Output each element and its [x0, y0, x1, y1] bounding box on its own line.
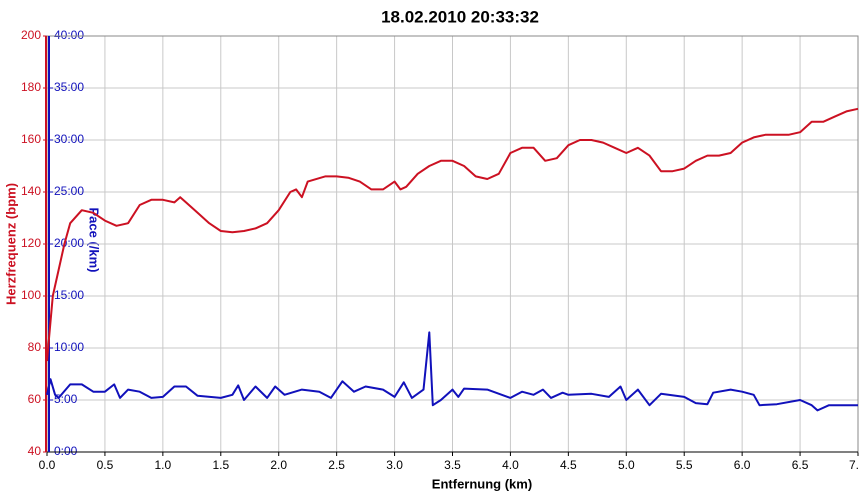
x-tick-label: 2.0 [270, 458, 287, 472]
y2-tick-label: 5:00 [54, 392, 78, 406]
x-tick-label: 4.5 [560, 458, 577, 472]
y2-tick-label: 20:00 [54, 236, 84, 250]
y-tick-label: 120 [21, 236, 41, 250]
y-tick-label: 180 [21, 80, 41, 94]
y-tick-label: 160 [21, 132, 41, 146]
x-tick-label: 6.5 [792, 458, 809, 472]
x-tick-label: 2.5 [328, 458, 345, 472]
x-tick-label: 0.5 [97, 458, 114, 472]
y-axis-label: Herzfrequenz (bpm) [3, 183, 18, 305]
y2-axis-label: Pace (/km) [87, 207, 102, 272]
x-tick-label: 5.5 [676, 458, 693, 472]
chart-title: 18.02.2010 20:33:32 [381, 7, 539, 26]
data-line [46, 331, 858, 412]
x-axis-label: Entfernung (km) [432, 476, 532, 491]
y-tick-label: 60 [28, 392, 42, 406]
data-line [46, 107, 859, 362]
x-tick-label: 0.0 [39, 458, 56, 472]
y2-tick-label: 10:00 [54, 340, 84, 354]
y2-tick-label: 15:00 [54, 288, 84, 302]
y2-tick-label: 40:00 [54, 28, 84, 42]
x-tick-label: 3.0 [386, 458, 403, 472]
x-tick-label: 7. [849, 458, 859, 472]
y-tick-label: 100 [21, 288, 41, 302]
y2-tick-label: 0:00 [54, 444, 78, 458]
x-tick-label: 3.5 [444, 458, 461, 472]
y-tick-label: 140 [21, 184, 41, 198]
x-tick-label: 4.0 [502, 458, 519, 472]
y2-tick-label: 25:00 [54, 184, 84, 198]
x-tick-label: 1.5 [212, 458, 229, 472]
x-tick-label: 6.0 [734, 458, 751, 472]
y2-tick-label: 30:00 [54, 132, 84, 146]
y-tick-label: 80 [28, 340, 42, 354]
x-tick-label: 5.0 [618, 458, 635, 472]
y2-tick-label: 35:00 [54, 80, 84, 94]
x-tick-label: 1.0 [155, 458, 172, 472]
y-tick-label: 40 [28, 444, 42, 458]
y-tick-label: 200 [21, 28, 41, 42]
